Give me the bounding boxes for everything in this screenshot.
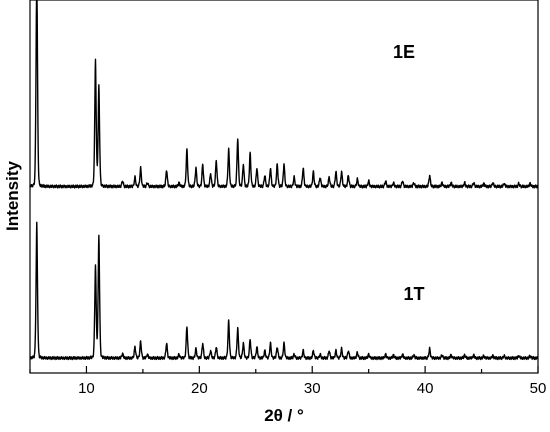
plot-frame [29, 0, 539, 374]
series-label-1t: 1T [403, 284, 424, 304]
series-line-1t [29, 221, 539, 361]
traces-layer [29, 0, 539, 361]
series-line-1e [29, 0, 539, 189]
y-axis-title: Intensity [3, 161, 22, 231]
x-tick-label: 10 [78, 380, 95, 397]
x-axis-title: 2θ / ° [264, 406, 304, 425]
x-tick-label: 30 [304, 380, 321, 397]
ticks-layer: 10 20 30 40 50 [29, 366, 547, 397]
x-tick-label: 40 [417, 380, 434, 397]
x-tick-label: 20 [191, 380, 208, 397]
series-label-1e: 1E [393, 42, 415, 62]
x-tick-label: 50 [530, 380, 547, 397]
